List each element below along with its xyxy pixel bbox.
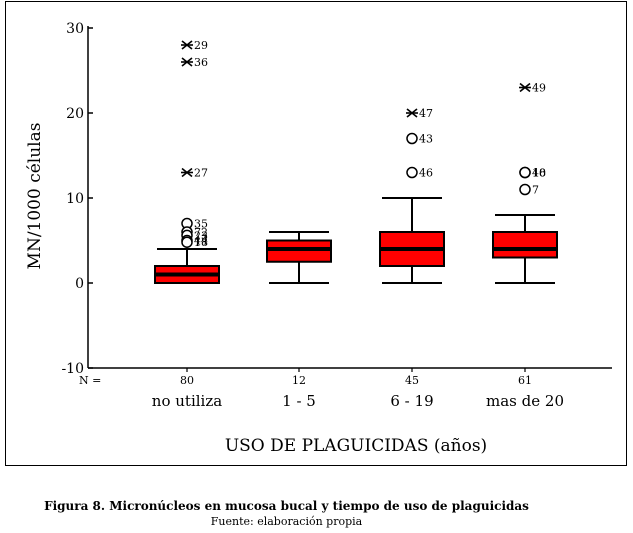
y-tick-label: 10: [66, 191, 84, 207]
n-label: N =: [79, 374, 101, 387]
y-tick-label: -10: [61, 361, 84, 377]
outlier-label: 7: [532, 184, 539, 197]
outlier: 35: [181, 218, 208, 231]
figure-source: Fuente: elaboración propia: [210, 515, 363, 528]
n-value: 61: [518, 374, 532, 387]
outlier-label: 10: [532, 167, 546, 180]
outlier: 7: [519, 183, 539, 197]
circle-marker: [406, 132, 418, 145]
n-value: 12: [292, 374, 306, 387]
n-value: 80: [180, 374, 194, 387]
outlier-label: 35: [194, 218, 208, 231]
iqr-box: [266, 239, 332, 263]
circle-marker: [519, 166, 531, 179]
box-group: 45 6 - 19 46 43 47: [379, 107, 445, 410]
extreme-outlier: 47: [406, 107, 433, 120]
category-label: mas de 20: [486, 392, 564, 410]
outlier-label: 27: [194, 167, 208, 180]
x-axis-label: USO DE PLAGUICIDAS (años): [225, 436, 487, 456]
outlier: 18: [181, 236, 208, 249]
outlier-label: 29: [194, 39, 208, 52]
y-tick-label: 30: [66, 21, 84, 37]
box-group: 12 1 - 5: [266, 231, 332, 410]
iqr-box: [492, 231, 558, 259]
extreme-outlier: 29: [181, 39, 208, 52]
outlier-label: 72: [194, 226, 208, 239]
category-label: no utiliza: [152, 392, 222, 410]
y-tick-label: 0: [75, 276, 84, 292]
circle-marker: [406, 166, 418, 179]
outlier-label: 36: [194, 56, 208, 69]
outlier: 10: [519, 166, 546, 180]
outlier-label: 18: [194, 236, 208, 249]
extreme-outlier: 27: [181, 167, 208, 180]
outlier-label: 47: [419, 107, 433, 120]
extreme-outlier: 49: [519, 82, 546, 95]
category-label: 6 - 19: [390, 392, 433, 410]
outlier-label: 23: [194, 229, 208, 242]
y-axis-label: MN/1000 células: [25, 123, 45, 270]
extreme-outlier: 36: [181, 56, 208, 69]
outlier: 43: [406, 132, 433, 146]
outlier: 46: [406, 166, 433, 180]
outlier-label: 48: [532, 167, 546, 180]
figure-frame: [5, 1, 627, 466]
outlier-label: 44: [194, 235, 208, 248]
category-label: 1 - 5: [282, 392, 316, 410]
n-value: 45: [405, 374, 419, 387]
circle-marker: [181, 236, 193, 248]
figure-caption: Figura 8. Micronúcleos en mucosa bucal y…: [44, 499, 529, 513]
axes: -10 0 10 20 30: [61, 21, 612, 377]
outlier-label: 49: [532, 82, 546, 95]
box-plot-chart: MN/1000 células USO DE PLAGUICIDAS (años…: [25, 21, 612, 456]
y-tick-label: 20: [66, 106, 84, 122]
outlier-label: 46: [419, 167, 433, 180]
circle-marker: [519, 183, 531, 196]
outlier-label: 43: [419, 133, 433, 146]
